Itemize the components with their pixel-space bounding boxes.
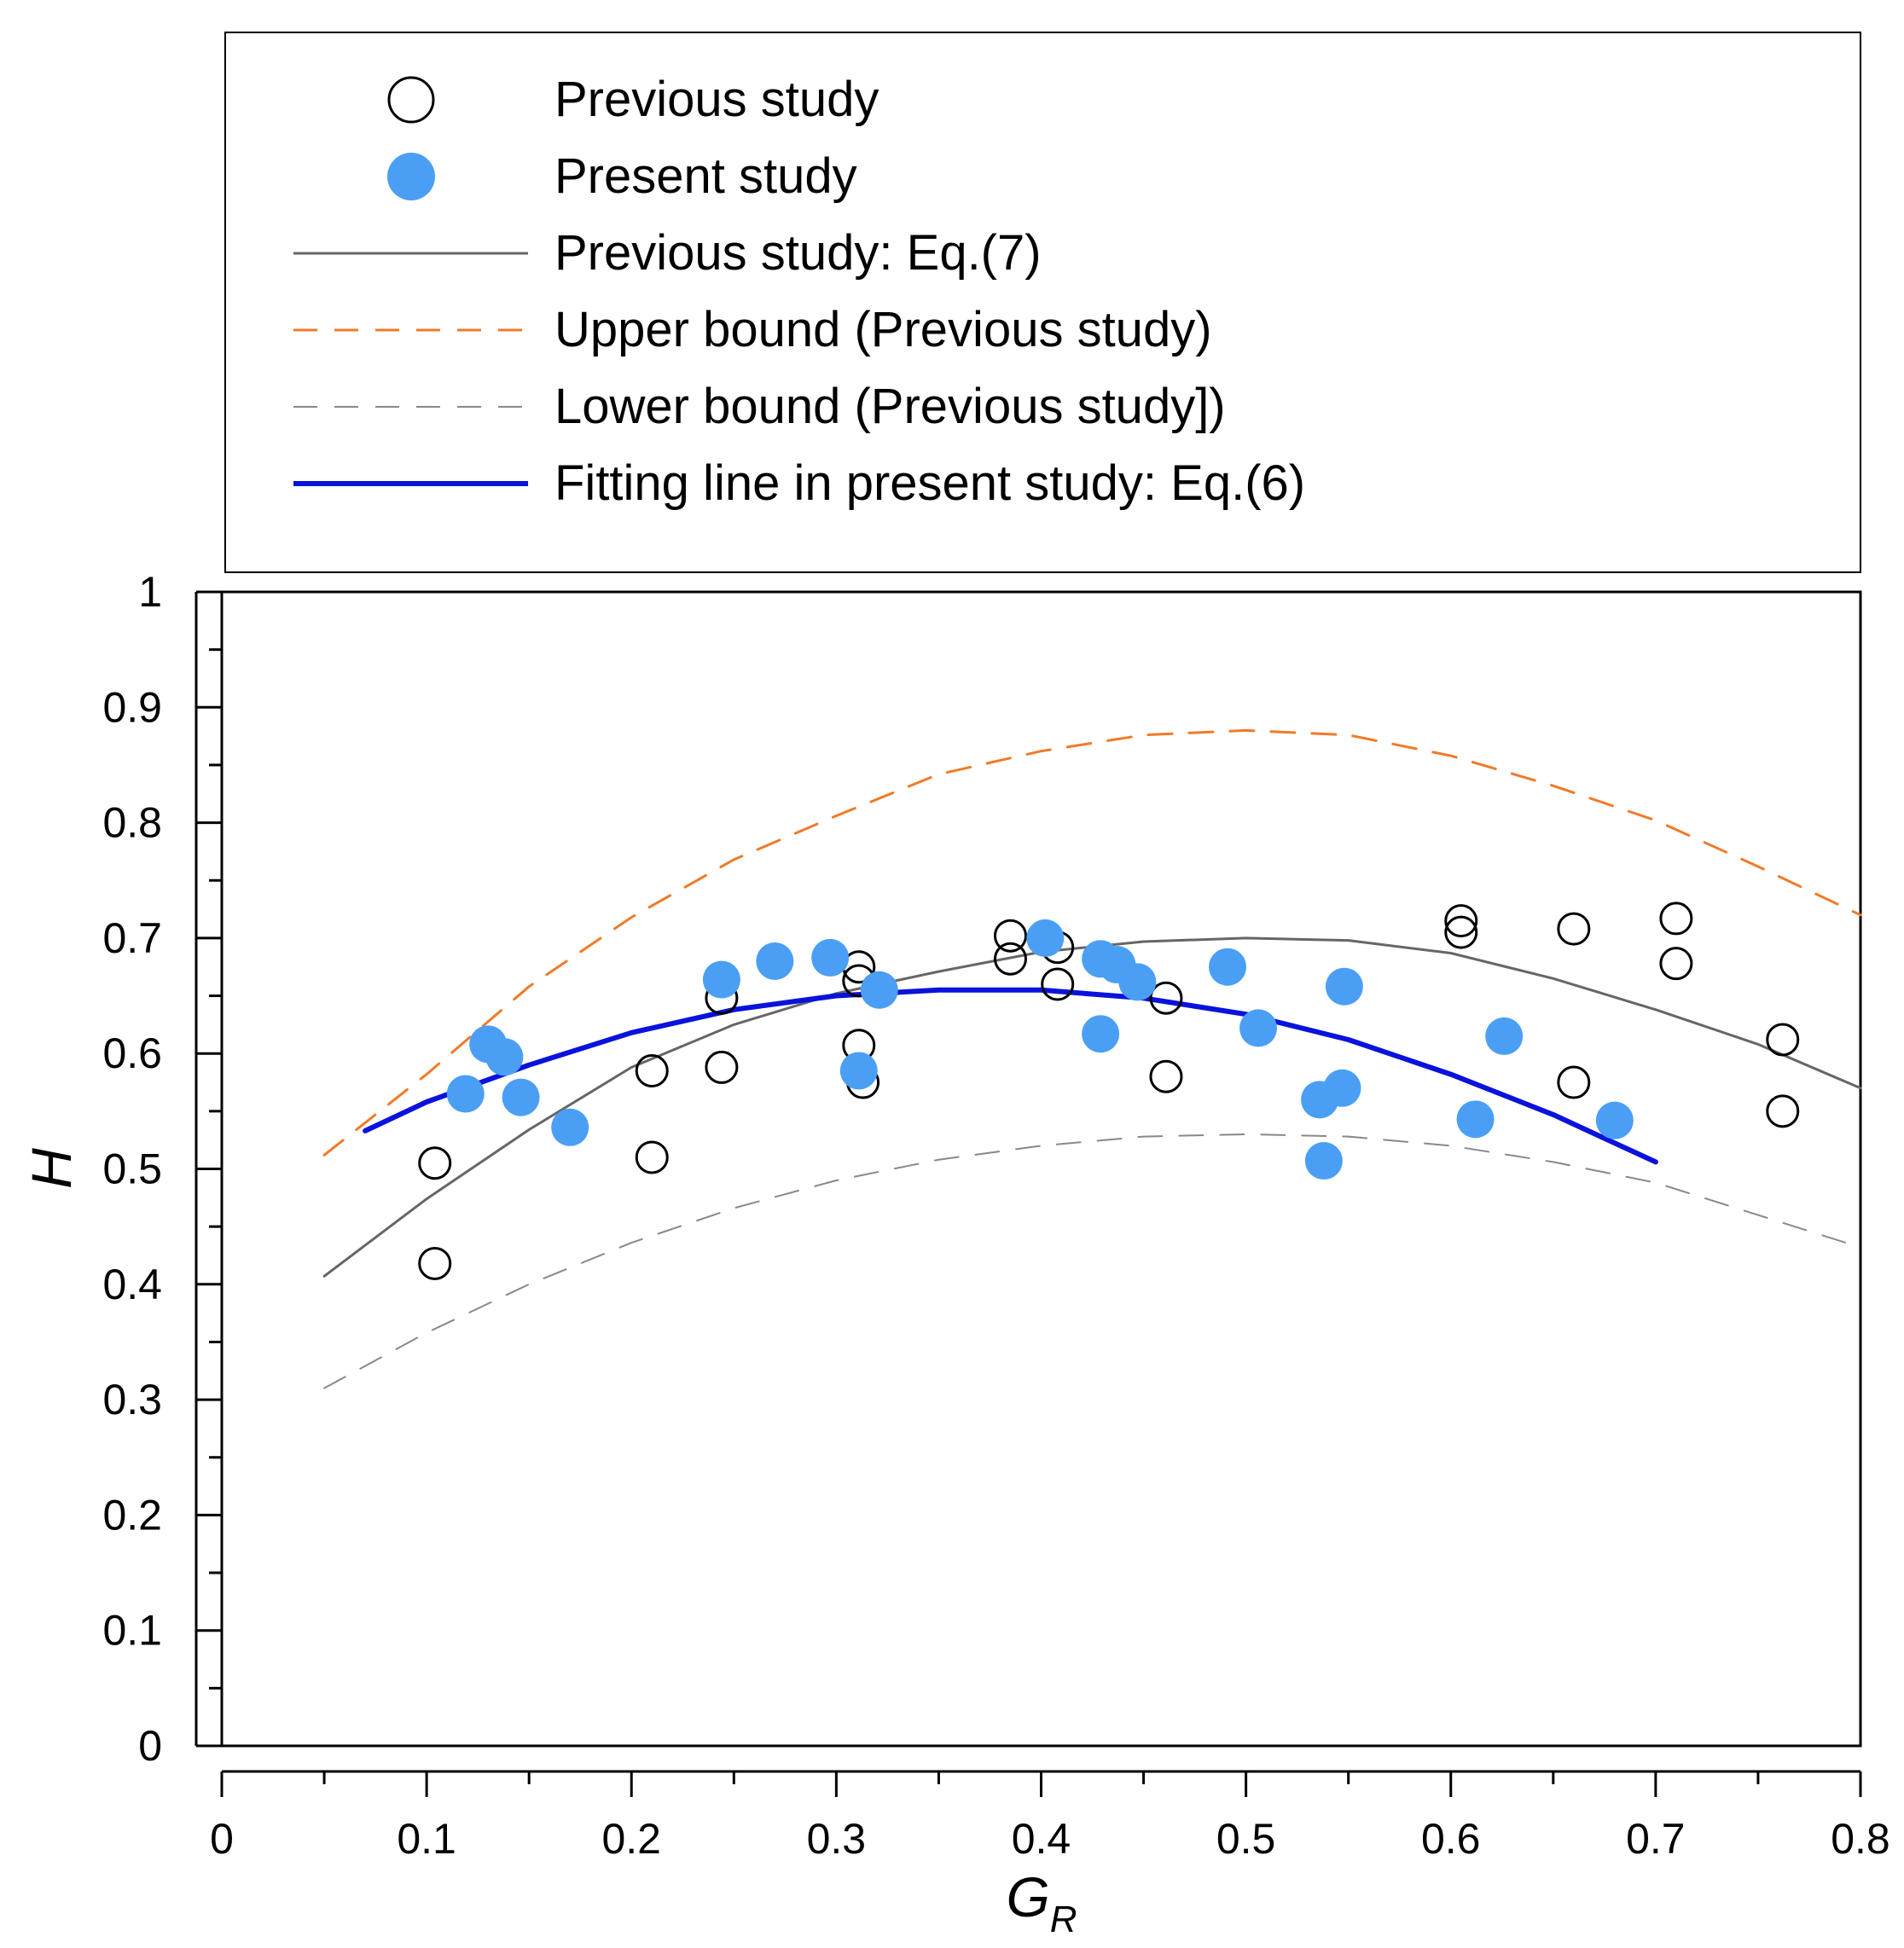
legend: Previous study Present study Previous st… <box>224 32 1861 573</box>
y-tick-label: 0.4 <box>102 1261 162 1308</box>
plot-frame <box>220 590 1862 1748</box>
legend-label-fitting-line: Fitting line in present study: Eq.(6) <box>554 455 1305 511</box>
present-study-point <box>1485 1017 1524 1055</box>
present-study-point <box>1082 1015 1120 1053</box>
y-tick-label: 1 <box>138 568 162 616</box>
previous-study-point <box>1766 1023 1800 1057</box>
x-tick-label: 0.5 <box>1216 1815 1276 1863</box>
y-tick-label: 0.3 <box>102 1376 162 1423</box>
legend-label-present-study: Present study <box>554 148 857 204</box>
lower-bound-curve <box>323 1133 1861 1389</box>
previous-study-point <box>1149 981 1183 1015</box>
x-tick-label: 0.1 <box>397 1815 456 1863</box>
legend-label-previous-study: Previous study <box>554 72 879 127</box>
present-study-point <box>1026 919 1065 957</box>
fitting-line-curve <box>363 987 1658 1165</box>
y-tick-label: 0.2 <box>102 1491 162 1539</box>
y-tick-label: 0.6 <box>102 1029 162 1077</box>
legend-label-upper-bound: Upper bound (Previous study) <box>554 302 1212 357</box>
previous-study-point <box>635 1053 669 1087</box>
present-study-point <box>502 1078 540 1116</box>
previous-study-point <box>993 942 1027 976</box>
previous-study-point <box>1444 904 1478 938</box>
x-tick-label: 0.2 <box>601 1815 661 1863</box>
x-tick-label: 0.6 <box>1421 1815 1481 1863</box>
present-study-point <box>1595 1101 1634 1139</box>
previous-study-point <box>993 919 1027 953</box>
y-tick-label: 0.5 <box>102 1145 162 1193</box>
y-tick-label: 0.1 <box>102 1607 162 1655</box>
previous-study-point <box>1557 1065 1591 1099</box>
present-study-point <box>1325 967 1363 1006</box>
present-study-point <box>1118 963 1157 1001</box>
previous-study-point <box>635 1140 669 1174</box>
previous-study-point <box>1149 1059 1183 1093</box>
y-axis-title: H <box>20 1148 83 1189</box>
x-axis-title-main: G <box>1006 1865 1049 1928</box>
present-study-point <box>1456 1100 1495 1139</box>
present-study-point <box>811 938 850 977</box>
eq7-curve <box>322 936 1862 1278</box>
legend-swatch-present-study <box>387 153 435 200</box>
present-study-point <box>1304 1142 1343 1180</box>
data-points <box>418 902 1800 1280</box>
previous-study-point <box>418 1246 452 1280</box>
previous-study-point <box>1557 912 1591 946</box>
present-study-point <box>1209 948 1247 986</box>
previous-study-point <box>1659 902 1693 936</box>
previous-study-point <box>1766 1094 1800 1128</box>
previous-study-point <box>418 1146 452 1180</box>
x-axis-title: GR <box>1006 1865 1077 1940</box>
legend-label-eq7: Previous study: Eq.(7) <box>554 225 1042 281</box>
present-study-point <box>860 971 898 1009</box>
legend-label-lower-bound: Lower bound (Previous study]) <box>554 379 1226 434</box>
previous-study-point <box>1444 915 1478 949</box>
x-tick-label: 0 <box>210 1815 234 1863</box>
previous-study-point <box>1659 947 1693 981</box>
x-axis-title-subscript: R <box>1050 1899 1077 1940</box>
x-tick-label: 0.7 <box>1626 1815 1686 1863</box>
present-study-point <box>756 942 794 980</box>
present-study-point <box>1239 1009 1278 1047</box>
previous-study-point <box>705 1050 739 1084</box>
y-tick-label: 0.8 <box>102 799 162 847</box>
present-study-point <box>446 1075 485 1113</box>
present-study-point <box>485 1038 524 1076</box>
y-tick-label: 0 <box>138 1722 162 1770</box>
previous-study-point <box>1041 967 1075 1001</box>
present-study-point <box>551 1108 589 1146</box>
present-study-point <box>839 1052 878 1090</box>
y-tick-label: 0.9 <box>102 683 162 731</box>
y-tick-label: 0.7 <box>102 914 162 962</box>
present-study-point <box>1323 1069 1361 1107</box>
x-tick-label: 0.4 <box>1012 1815 1071 1863</box>
legend-swatch-previous-study <box>387 76 435 124</box>
upper-bound-curve <box>322 728 1862 1157</box>
axes: 0 0.1 0.2 0.3 0.4 0.5 0.6 0.7 0.8 0.9 1 0 0.1 0.2 0.3 0… <box>102 568 1889 1863</box>
present-study-point <box>702 960 740 999</box>
curves <box>322 728 1862 1389</box>
x-tick-label: 0.3 <box>807 1815 867 1863</box>
x-tick-label: 0.8 <box>1831 1815 1890 1863</box>
